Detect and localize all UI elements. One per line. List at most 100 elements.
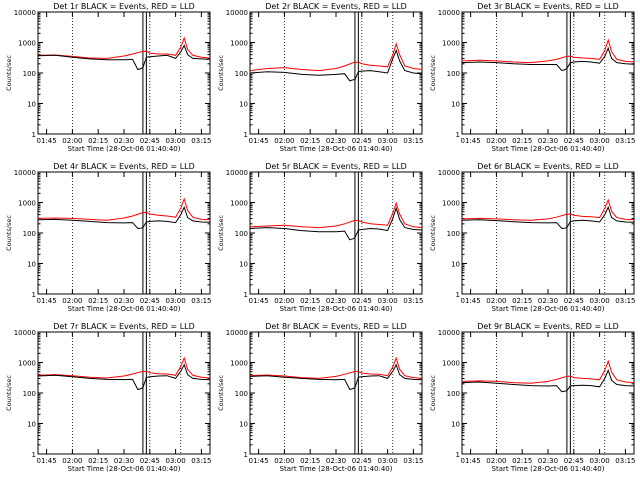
y-tick-label: 1 xyxy=(244,131,248,139)
detector-panel: Det 8r BLACK = Events, RED = LLD 1 10 100 10… xyxy=(217,322,423,473)
x-tick-label: 02:30 xyxy=(114,137,134,145)
x-tick-label: 02:00 xyxy=(486,457,506,465)
y-axis-label: Counts/sec xyxy=(217,215,225,251)
x-tick-label: 02:30 xyxy=(326,137,346,145)
y-tick-label: 1 xyxy=(32,131,36,139)
x-tick-label: 02:00 xyxy=(62,457,82,465)
x-tick-label: 02:30 xyxy=(538,137,558,145)
events-series-line xyxy=(461,369,635,393)
y-tick-label: 10000 xyxy=(438,169,460,177)
x-tick-label: 01:45 xyxy=(461,457,481,465)
x-tick-label: 03:00 xyxy=(590,137,610,145)
y-tick-label: 10000 xyxy=(226,329,248,337)
lld-series-line xyxy=(37,356,211,379)
y-axis-label: Counts/sec xyxy=(5,55,13,91)
x-tick-label: 03:15 xyxy=(191,457,211,465)
events-series-line xyxy=(249,363,423,391)
detector-panel: Det 2r BLACK = Events, RED = LLD 1 10 100 10… xyxy=(217,2,423,153)
x-tick-label: 03:15 xyxy=(615,137,635,145)
events-series-line xyxy=(249,206,423,241)
x-tick-label: 03:15 xyxy=(615,297,635,305)
x-tick-label: 03:15 xyxy=(191,137,211,145)
y-axis-label: Counts/sec xyxy=(429,215,437,251)
x-tick-label: 03:15 xyxy=(403,297,423,305)
y-tick-label: 10 xyxy=(239,421,248,429)
x-tick-label: 02:15 xyxy=(300,457,320,465)
y-axis-label: Counts/sec xyxy=(5,215,13,251)
plot-frame xyxy=(249,171,423,295)
y-tick-label: 1000 xyxy=(442,200,460,208)
y-tick-label: 100 xyxy=(23,70,36,78)
plot-frame xyxy=(249,331,423,455)
y-tick-label: 1 xyxy=(456,451,460,459)
y-tick-label: 100 xyxy=(23,390,36,398)
x-tick-label: 03:00 xyxy=(166,457,186,465)
x-tick-label: 03:15 xyxy=(403,137,423,145)
plot-frame xyxy=(461,331,635,455)
y-tick-label: 100 xyxy=(235,70,248,78)
y-tick-label: 10 xyxy=(27,421,36,429)
x-tick-label: 03:00 xyxy=(378,457,398,465)
events-series-line xyxy=(37,205,211,230)
x-tick-label: 02:30 xyxy=(114,457,134,465)
y-tick-label: 10000 xyxy=(14,329,36,337)
lld-series-line xyxy=(461,198,635,221)
y-tick-label: 10000 xyxy=(226,169,248,177)
y-tick-label: 1000 xyxy=(230,40,248,48)
lld-series-line xyxy=(37,36,211,59)
plot-frame xyxy=(37,171,211,295)
y-axis-label: Counts/sec xyxy=(5,375,13,411)
y-tick-label: 100 xyxy=(447,70,460,78)
plot-frame xyxy=(249,11,423,135)
y-axis-label: Counts/sec xyxy=(217,375,225,411)
x-axis-label: Start Time (28-Oct-06 01:40:40) xyxy=(492,465,605,473)
x-tick-label: 02:45 xyxy=(140,137,160,145)
x-tick-label: 02:45 xyxy=(564,297,584,305)
x-tick-label: 03:15 xyxy=(615,457,635,465)
plot-frame xyxy=(37,11,211,135)
y-tick-label: 10000 xyxy=(438,9,460,17)
x-tick-label: 02:45 xyxy=(140,297,160,305)
lld-series-line xyxy=(249,356,423,379)
detector-panel: Det 7r BLACK = Events, RED = LLD 1 10 100 10… xyxy=(5,322,211,473)
y-tick-label: 1000 xyxy=(18,40,36,48)
x-tick-label: 01:45 xyxy=(461,297,481,305)
events-series-line xyxy=(461,46,635,72)
x-axis-label: Start Time (28-Oct-06 01:40:40) xyxy=(68,145,181,153)
x-tick-label: 01:45 xyxy=(249,137,269,145)
y-tick-label: 1000 xyxy=(442,40,460,48)
x-tick-label: 03:15 xyxy=(403,457,423,465)
lld-series-line xyxy=(37,197,211,221)
plot-frame xyxy=(37,331,211,455)
lld-series-line xyxy=(461,359,635,384)
x-tick-label: 02:45 xyxy=(564,137,584,145)
x-tick-label: 02:00 xyxy=(486,137,506,145)
x-tick-label: 03:00 xyxy=(590,457,610,465)
x-tick-label: 02:15 xyxy=(88,457,108,465)
events-series-line xyxy=(461,205,635,230)
x-tick-label: 02:00 xyxy=(274,297,294,305)
events-series-line xyxy=(37,44,211,71)
detector-panel: Det 4r BLACK = Events, RED = LLD 1 10 100 10… xyxy=(5,162,211,313)
x-tick-label: 02:45 xyxy=(140,457,160,465)
x-tick-label: 02:30 xyxy=(326,297,346,305)
x-tick-label: 02:30 xyxy=(538,457,558,465)
panel-title: Det 6r BLACK = Events, RED = LLD xyxy=(477,162,619,171)
x-tick-label: 02:15 xyxy=(88,137,108,145)
x-tick-label: 02:15 xyxy=(88,297,108,305)
x-tick-label: 02:30 xyxy=(538,297,558,305)
panel-title: Det 4r BLACK = Events, RED = LLD xyxy=(53,162,195,171)
panel-title: Det 8r BLACK = Events, RED = LLD xyxy=(265,322,407,331)
detector-panel: Det 1r BLACK = Events, RED = LLD 1 10 100 10… xyxy=(5,2,211,153)
x-axis-label: Start Time (28-Oct-06 01:40:40) xyxy=(280,145,393,153)
x-tick-label: 02:00 xyxy=(62,137,82,145)
y-tick-label: 10 xyxy=(27,261,36,269)
y-tick-label: 1 xyxy=(244,451,248,459)
x-tick-label: 02:00 xyxy=(274,137,294,145)
x-tick-label: 01:45 xyxy=(249,297,269,305)
x-tick-label: 02:15 xyxy=(512,297,532,305)
y-tick-label: 10 xyxy=(451,261,460,269)
x-tick-label: 02:45 xyxy=(564,457,584,465)
x-axis-label: Start Time (28-Oct-06 01:40:40) xyxy=(492,305,605,313)
